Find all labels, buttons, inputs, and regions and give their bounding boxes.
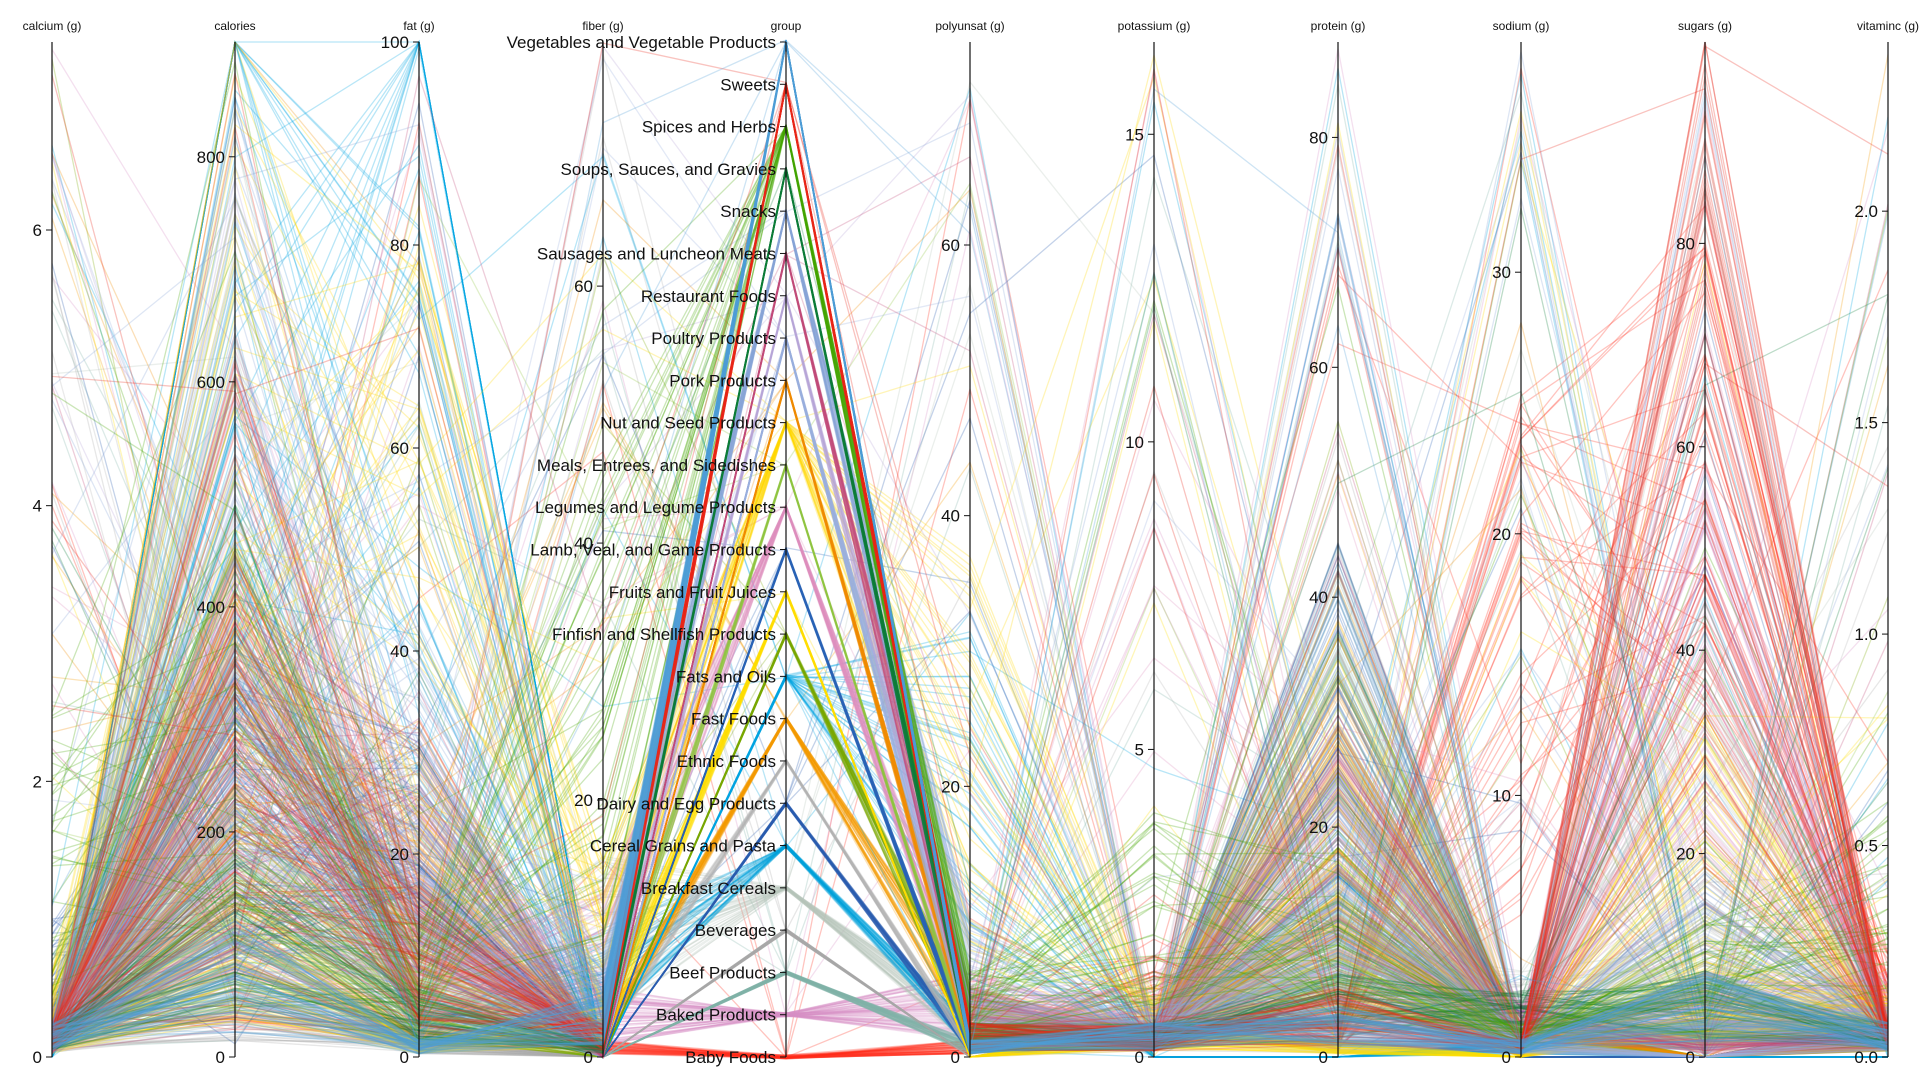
category-label: Poultry Products — [651, 329, 776, 348]
tick-label: 100 — [381, 33, 409, 52]
tick-label: 80 — [390, 236, 409, 255]
category-label: Beef Products — [669, 963, 776, 982]
axis-polyunsat: polyunsat (g) 0 20 40 60 — [935, 19, 1004, 1067]
axis-title-calcium: calcium (g) — [23, 19, 82, 33]
axis-title-fat: fat (g) — [403, 19, 434, 33]
category-label: Fats and Oils — [676, 667, 776, 686]
tick-label: 20 — [390, 845, 409, 864]
axis-calories: calories 0 200 400 600 800 — [197, 19, 256, 1067]
tick-label: 20 — [1309, 818, 1328, 837]
axis-title-polyunsat: polyunsat (g) — [935, 19, 1004, 33]
category-label: Finfish and Shellfish Products — [552, 625, 776, 644]
category-label: Meals, Entrees, and Sidedishes — [537, 456, 776, 475]
category-label: Lamb, Veal, and Game Products — [530, 541, 776, 560]
tick-label: 10 — [1125, 433, 1144, 452]
axis-potassium: potassium (g) 0 5 10 15 — [1118, 19, 1191, 1067]
tick-label: 20 — [574, 791, 593, 810]
tick-label: 40 — [390, 642, 409, 661]
axis-sugars: sugars (g) 0 20 40 60 80 — [1676, 19, 1732, 1067]
tick-label: 800 — [197, 148, 225, 167]
category-label: Restaurant Foods — [641, 287, 776, 306]
category-label: Nut and Seed Products — [600, 414, 776, 433]
tick-label: 80 — [1676, 234, 1695, 253]
category-label: Spices and Herbs — [642, 118, 776, 137]
tick-label: 4 — [33, 497, 42, 516]
tick-label: 60 — [1676, 438, 1695, 457]
tick-label: 40 — [1676, 641, 1695, 660]
category-label: Fruits and Fruit Juices — [609, 583, 776, 602]
category-label: Beverages — [695, 921, 776, 940]
tick-label: 10 — [1492, 786, 1511, 805]
axis-title-group: group — [771, 19, 802, 33]
category-label: Vegetables and Vegetable Products — [507, 33, 776, 52]
tick-label: 0 — [33, 1048, 42, 1067]
category-label: Fast Foods — [691, 710, 776, 729]
tick-label: 40 — [574, 534, 593, 553]
tick-label: 60 — [941, 236, 960, 255]
tick-label: 40 — [1309, 588, 1328, 607]
category-label: Soups, Sauces, and Gravies — [561, 160, 776, 179]
tick-label: 5 — [1135, 740, 1144, 759]
tick-label: 15 — [1125, 125, 1144, 144]
axis-title-vitaminc: vitaminc (g) — [1857, 19, 1919, 33]
category-label: Baby Foods — [685, 1048, 776, 1067]
tick-label: 1.5 — [1854, 414, 1878, 433]
category-label: Ethnic Foods — [677, 752, 776, 771]
tick-label: 0 — [1135, 1048, 1144, 1067]
tick-label: 0.0 — [1854, 1048, 1878, 1067]
tick-label: 80 — [1309, 128, 1328, 147]
tick-label: 0.5 — [1854, 837, 1878, 856]
category-label: Pork Products — [669, 371, 776, 390]
category-label: Snacks — [720, 202, 776, 221]
tick-label: 2.0 — [1854, 202, 1878, 221]
tick-label: 400 — [197, 598, 225, 617]
category-label: Legumes and Legume Products — [535, 498, 776, 517]
tick-label: 2 — [33, 772, 42, 791]
tick-label: 0 — [1502, 1048, 1511, 1067]
tick-label: 20 — [941, 777, 960, 796]
category-label: Cereal Grains and Pasta — [590, 837, 777, 856]
axis-calcium: calcium (g) 0 2 4 6 — [23, 19, 82, 1067]
category-label: Breakfast Cereals — [641, 879, 776, 898]
axis-protein: protein (g) 0 20 40 60 80 — [1309, 19, 1365, 1067]
tick-label: 30 — [1492, 263, 1511, 282]
tick-label: 200 — [197, 823, 225, 842]
axis-title-sodium: sodium (g) — [1493, 19, 1550, 33]
tick-label: 60 — [390, 439, 409, 458]
axis-title-protein: protein (g) — [1311, 19, 1366, 33]
tick-label: 60 — [1309, 358, 1328, 377]
tick-label: 0 — [1319, 1048, 1328, 1067]
tick-label: 0 — [951, 1048, 960, 1067]
axis-vitaminc: vitaminc (g) 0.0 0.5 1.0 1.5 2.0 — [1854, 19, 1919, 1067]
tick-label: 20 — [1676, 845, 1695, 864]
axis-title-sugars: sugars (g) — [1678, 19, 1732, 33]
axes: calcium (g)0246calories0200400600800fat … — [23, 19, 1919, 1067]
tick-label: 6 — [33, 221, 42, 240]
tick-label: 1.0 — [1854, 625, 1878, 644]
axis-title-calories: calories — [214, 19, 255, 33]
axis-fiber: fiber (g) 0 20 40 60 — [574, 19, 624, 1067]
axis-fat: fat (g) 0 20 40 60 80 100 — [381, 19, 435, 1067]
tick-label: 0 — [400, 1048, 409, 1067]
axis-title-fiber: fiber (g) — [582, 19, 623, 33]
tick-label: 0 — [584, 1048, 593, 1067]
category-label: Sweets — [720, 75, 776, 94]
category-label: Dairy and Egg Products — [596, 794, 776, 813]
category-label: Baked Products — [656, 1006, 776, 1025]
tick-label: 40 — [941, 507, 960, 526]
tick-label: 0 — [1686, 1048, 1695, 1067]
tick-label: 600 — [197, 373, 225, 392]
tick-label: 20 — [1492, 525, 1511, 544]
data-lines — [51, 39, 1889, 1060]
category-label: Sausages and Luncheon Meats — [537, 244, 776, 263]
axis-group: group Baby Foods Baked Products Beef Produc… — [507, 19, 802, 1067]
axis-title-potassium: potassium (g) — [1118, 19, 1191, 33]
tick-label: 0 — [216, 1048, 225, 1067]
tick-label: 60 — [574, 277, 593, 296]
axis-sodium: sodium (g) 0 10 20 30 — [1492, 19, 1549, 1067]
